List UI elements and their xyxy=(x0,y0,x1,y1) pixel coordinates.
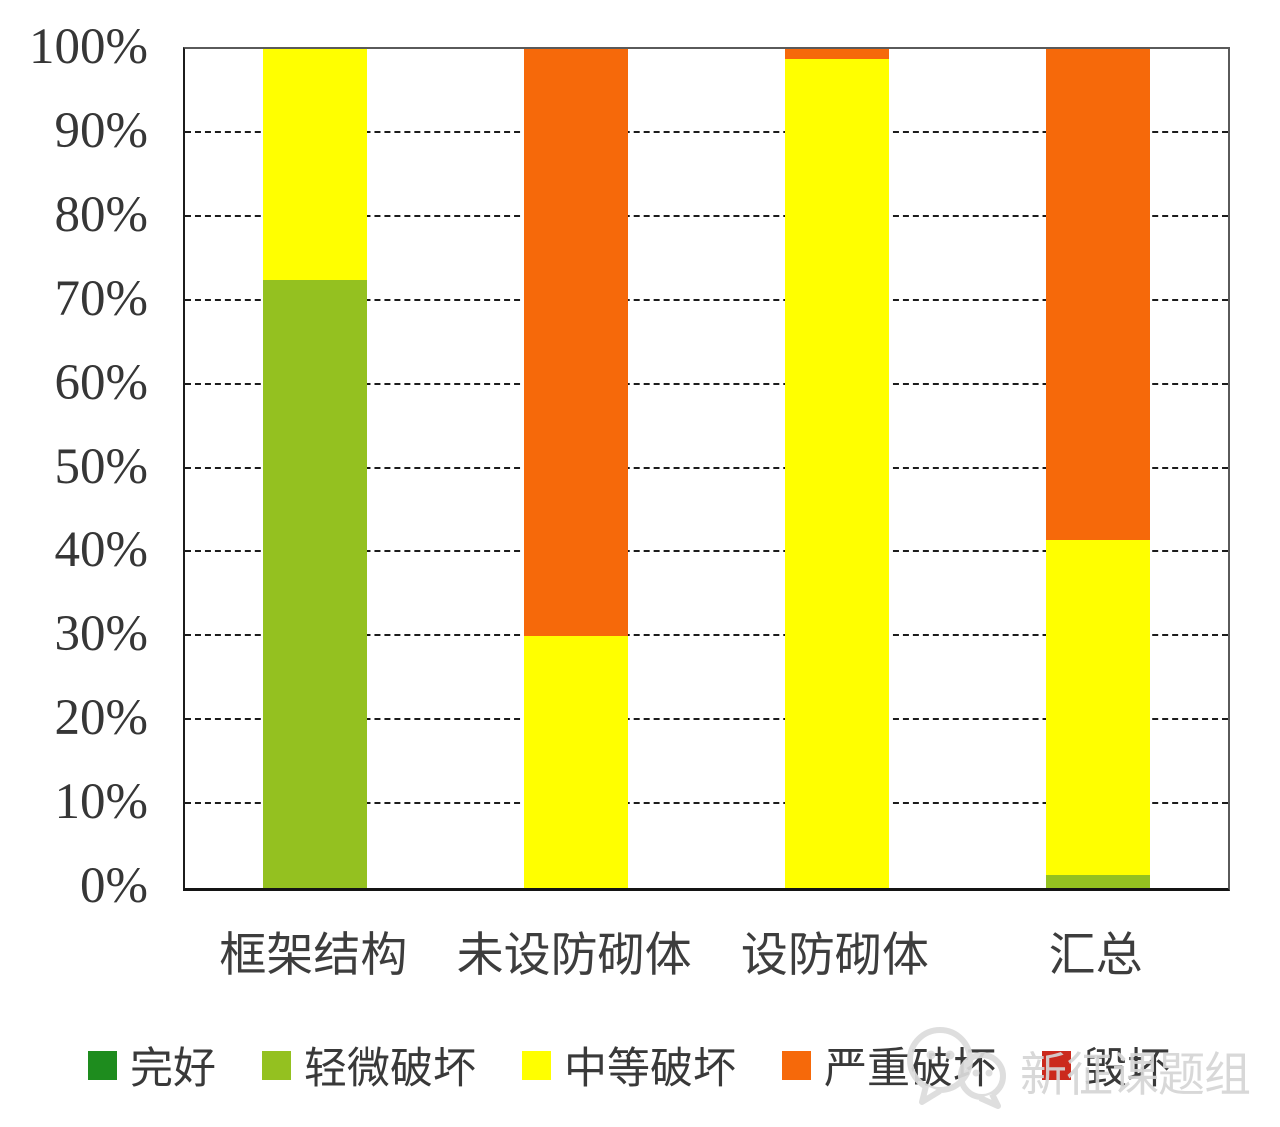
legend-item: 完好 xyxy=(88,1034,216,1096)
legend-swatch xyxy=(88,1050,117,1080)
gridline xyxy=(185,298,1228,301)
legend-item: 毁坏 xyxy=(1042,1034,1170,1096)
legend-swatch xyxy=(1042,1050,1071,1080)
gridline xyxy=(185,802,1228,805)
x-axis: 框架结构 未设防砌体 设防砌体 汇总 xyxy=(183,916,1228,994)
bar-segment xyxy=(524,49,629,637)
chart-legend: 完好 轻微破坏 中等破坏 严重破坏 毁坏 xyxy=(88,1034,1248,1096)
y-tick-label: 100% xyxy=(29,19,148,75)
gridline xyxy=(185,214,1228,217)
x-tick-label: 设防砌体 xyxy=(740,930,929,982)
legend-item: 严重破坏 xyxy=(782,1034,996,1096)
bar-group xyxy=(784,49,889,888)
y-tick-label: 10% xyxy=(54,774,148,831)
legend-item: 中等破坏 xyxy=(522,1034,736,1096)
bar-segment xyxy=(263,279,368,888)
legend-item: 轻微破坏 xyxy=(262,1034,476,1096)
y-tick-label: 80% xyxy=(54,186,148,243)
bar-segment xyxy=(1045,539,1150,876)
legend-swatch xyxy=(262,1050,291,1080)
y-tick-label: 30% xyxy=(54,606,148,663)
y-tick-label: 20% xyxy=(54,690,148,747)
bar-group xyxy=(263,49,368,888)
x-tick-label: 汇总 xyxy=(1048,930,1143,982)
bar-segment xyxy=(263,49,368,280)
bar-segment xyxy=(1045,49,1150,540)
y-tick-label: 90% xyxy=(54,102,148,159)
bar-segment xyxy=(784,49,889,60)
bar-segment xyxy=(1045,875,1150,888)
bar-group xyxy=(1045,49,1150,888)
bar-group xyxy=(524,49,629,888)
y-tick-label: 50% xyxy=(54,438,148,495)
plot-area xyxy=(183,47,1230,891)
gridline xyxy=(185,550,1228,553)
gridline xyxy=(185,718,1228,721)
legend-label: 中等破坏 xyxy=(564,1046,736,1093)
legend-label: 毁坏 xyxy=(1084,1046,1170,1093)
gridline xyxy=(185,634,1228,637)
y-tick-label: 60% xyxy=(54,354,148,411)
gridline xyxy=(185,130,1228,133)
x-tick-label: 未设防砌体 xyxy=(456,930,692,982)
bar-segment xyxy=(784,59,889,888)
bar-segment xyxy=(524,636,629,888)
y-tick-label: 70% xyxy=(54,270,148,327)
legend-label: 轻微破坏 xyxy=(304,1046,476,1093)
y-axis: 0% 10% 20% 30% 40% 50% 60% 70% 80% 90% 100% xyxy=(0,0,150,935)
x-tick-label: 框架结构 xyxy=(219,930,408,982)
legend-swatch xyxy=(782,1050,811,1080)
gridline xyxy=(185,382,1228,385)
legend-label: 严重破坏 xyxy=(824,1046,996,1093)
legend-label: 完好 xyxy=(130,1046,216,1093)
y-tick-label: 0% xyxy=(80,858,148,914)
y-tick-label: 40% xyxy=(54,522,148,579)
gridline xyxy=(185,466,1228,469)
legend-swatch xyxy=(522,1050,551,1080)
